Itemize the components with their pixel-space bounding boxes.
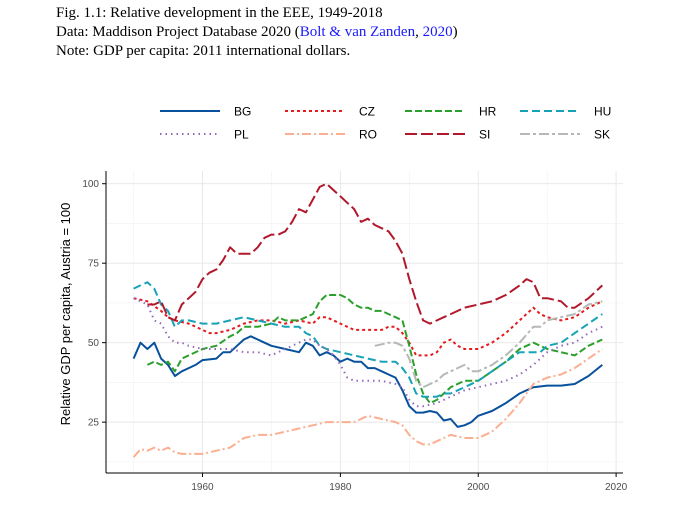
- grid-minor: [106, 171, 623, 473]
- series-line-ro: [132, 348, 603, 458]
- legend-label-si: SI: [479, 128, 490, 142]
- caption-source-suffix: ): [452, 24, 458, 40]
- series-layer: [132, 182, 603, 458]
- series-line-si: [147, 182, 603, 325]
- x-tick-label-1960: 1960: [191, 482, 214, 493]
- legend-label-bg: BG: [234, 105, 251, 119]
- x-tick-label-2020: 2020: [605, 482, 628, 493]
- x-tick-label-1980: 1980: [329, 482, 352, 493]
- legend-label-pl: PL: [234, 128, 249, 142]
- series-line-bg: [132, 335, 603, 428]
- legend: BG CZ HR HU PL RO SI SK: [160, 105, 611, 142]
- series-line-cz: [133, 297, 603, 357]
- caption-title: Fig. 1.1: Relative development in the EE…: [56, 5, 383, 21]
- y-tick-label-25: 25: [88, 418, 100, 429]
- source-author-link[interactable]: Bolt & van Zanden: [299, 24, 416, 40]
- y-axis-label: Relative GDP per capita, Austria = 100: [58, 203, 73, 426]
- caption-source-prefix: Data: Maddison Project Database 2020 (: [56, 24, 300, 40]
- caption-source-sep: ,: [415, 24, 423, 40]
- legend-label-ro: RO: [359, 128, 377, 142]
- legend-label-cz: CZ: [359, 105, 375, 119]
- y-tick-label-100: 100: [82, 179, 99, 190]
- caption-note: Note: GDP per capita: 2011 international…: [56, 43, 351, 59]
- series-line-sk: [374, 300, 603, 389]
- grid-major: [106, 171, 623, 473]
- source-year-link[interactable]: 2020: [422, 24, 453, 40]
- axes: 1960 1980 2000 2020 25 50 75 100: [82, 171, 628, 493]
- series-line-pl: [133, 297, 603, 408]
- x-tick-label-2000: 2000: [467, 482, 490, 493]
- y-tick-label-50: 50: [88, 338, 100, 349]
- caption-source: Data: Maddison Project Database 2020 (Bo…: [56, 23, 458, 42]
- series-line-hu: [133, 281, 603, 398]
- figure-caption: Fig. 1.1: Relative development in the EE…: [56, 4, 458, 61]
- legend-label-hr: HR: [479, 105, 497, 119]
- y-tick-label-75: 75: [88, 259, 100, 270]
- legend-label-hu: HU: [594, 105, 611, 119]
- legend-label-sk: SK: [594, 128, 610, 142]
